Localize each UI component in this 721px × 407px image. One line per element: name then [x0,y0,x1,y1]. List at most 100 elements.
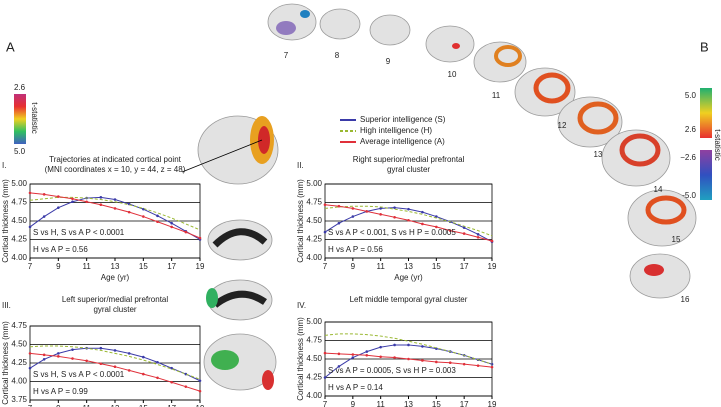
data-point [462,226,466,229]
chart-title: Left superior/medial prefrontal [62,295,169,304]
brain-age-label: 11 [492,91,501,100]
y-tick-label: 4.75 [306,198,322,207]
data-point [476,364,480,367]
data-point [113,349,117,352]
data-point [127,210,131,214]
x-tick-label: 17 [167,262,176,271]
data-point [351,207,355,210]
data-point [435,215,438,218]
data-point [351,356,355,359]
data-point [113,365,117,369]
y-tick-label: 3.75 [11,395,27,404]
data-point [379,213,382,216]
data-point [71,197,74,201]
brain-age-label: 7 [284,51,289,60]
colorbar [14,94,26,144]
data-point [142,372,145,376]
brain-images [181,3,697,391]
data-point [323,376,327,379]
data-point [379,355,382,359]
chart-title: gyral cluster [93,305,136,314]
annotation: H vs A P = 0.56 [328,245,383,254]
data-point [113,198,117,201]
y-tick-label: 4.75 [306,336,322,345]
x-tick-label: 19 [196,404,205,407]
x-tick-label: 17 [460,262,469,271]
data-point [170,380,173,384]
data-point [407,218,410,222]
x-tick-label: 9 [56,404,61,407]
panel-label: B [700,39,709,54]
y-tick-label: 5.00 [306,179,322,188]
y-tick-label: 4.50 [306,216,322,225]
data-point [393,206,396,209]
data-point [421,222,424,226]
y-axis-label: Cortical thickness (mm) [296,317,305,401]
panel-label: III. [2,301,11,310]
data-point [476,233,480,236]
chart-title: (MNI coordinates x = 10, y = 44, z = 48) [45,165,186,174]
data-point [393,216,396,219]
y-axis-label: Cortical thickness (mm) [296,179,305,263]
data-point [435,225,438,229]
data-point [337,221,341,225]
x-tick-label: 15 [139,262,148,271]
y-tick-label: 4.00 [11,377,27,386]
x-tick-label: 11 [83,262,92,271]
data-point [156,220,159,224]
data-point [407,207,410,211]
annotation: H vs A P = 0.99 [33,387,88,396]
data-point [337,204,341,208]
x-tick-label: 11 [377,400,386,407]
colorbar-label: 2.6 [685,125,697,134]
x-tick-label: 19 [488,400,497,407]
data-point [421,345,424,348]
x-tick-label: 17 [460,400,469,407]
x-axis-label: Age (yr) [394,273,423,282]
data-point [490,365,494,369]
annotation: S vs A P = 0.0005, S vs H P = 0.003 [328,366,456,375]
data-point [42,215,46,218]
legend-label: Average intelligence (A) [360,137,445,146]
series-line [324,333,493,365]
x-tick-label: 17 [167,404,176,407]
data-point [365,354,369,357]
x-tick-label: 13 [404,400,413,407]
legend-label: Superior intelligence (S) [360,115,446,124]
y-tick-label: 4.75 [11,321,27,330]
data-point [393,356,396,359]
data-point [156,214,159,218]
data-point [198,379,202,383]
data-point [351,215,355,218]
data-point [85,359,88,363]
brain-age-label: 13 [594,150,603,159]
data-point [71,200,74,204]
legend-label: High intelligence (H) [360,126,432,135]
panel-label: I. [2,161,6,170]
colorbar-label: −2.6 [680,153,696,162]
x-tick-label: 19 [488,262,497,271]
panel-label: II. [297,161,304,170]
data-point [421,210,424,214]
data-point [99,346,103,350]
x-tick-label: 19 [196,262,205,271]
colorbar-label: 5.0 [685,91,697,100]
data-point [142,355,145,359]
brain-age-label: 12 [558,121,567,130]
data-point [127,369,131,372]
y-axis-label: Cortical thickness (mm) [1,179,10,263]
x-axis-label: Age (yr) [101,273,130,282]
brain-age-label: 9 [386,57,391,66]
x-tick-label: 7 [323,262,328,271]
y-tick-label: 4.00 [306,253,322,262]
x-tick-label: 13 [111,262,120,271]
data-point [323,230,327,234]
data-point [42,353,46,357]
y-tick-label: 4.50 [306,354,322,363]
colorbar-label: −5.0 [680,191,696,200]
data-point [184,385,188,388]
data-point [85,200,88,204]
data-point [323,351,327,355]
chart-title: Left middle temporal gyral cluster [350,295,468,304]
